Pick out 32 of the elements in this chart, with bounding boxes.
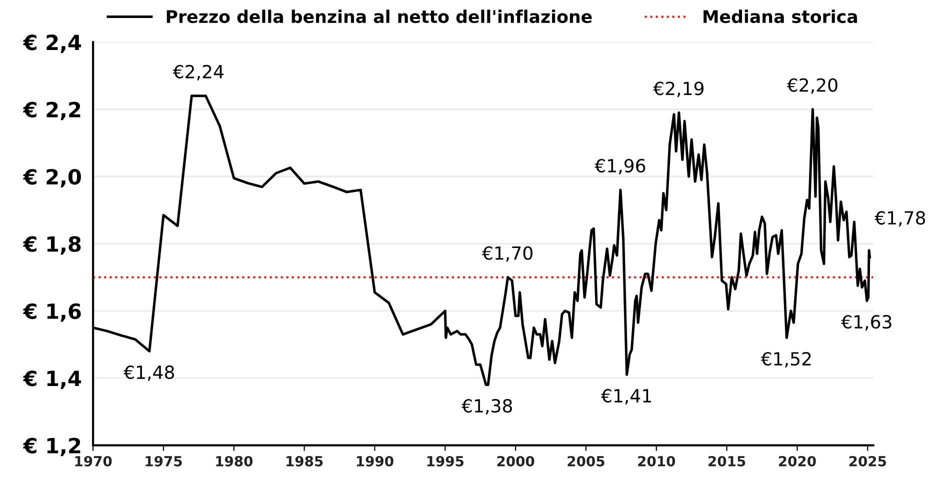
legend-label: Prezzo della benzina al netto dell'inflazione <box>166 10 592 24</box>
y-tick-label: € 1,6 <box>22 303 81 322</box>
x-tick-label: 1975 <box>146 456 182 466</box>
y-tick-label: € 2,2 <box>22 102 80 120</box>
x-tick-label: 2010 <box>638 456 676 466</box>
annotation: €2,24 <box>172 64 224 80</box>
annotation: €1,48 <box>124 365 174 381</box>
y-tick-label: € 1,2 <box>22 438 80 456</box>
x-tick-label: 2005 <box>568 456 604 466</box>
y-tick-label: € 1,4 <box>22 370 81 389</box>
y-tick-label: € 2,0 <box>22 168 81 188</box>
x-tick-label: 1995 <box>427 456 464 466</box>
x-tick-label: 2025 <box>849 456 886 466</box>
x-tick-label: 1970 <box>75 456 112 466</box>
annotation: €1,78 <box>874 211 926 227</box>
x-tick-label: 2020 <box>778 456 816 466</box>
annotation: €1,41 <box>600 388 651 404</box>
annotation: €1,38 <box>462 399 512 415</box>
y-tick-label: € 1,8 <box>22 236 81 255</box>
x-tick-label: 1985 <box>286 456 323 466</box>
annotation: €2,20 <box>786 78 838 94</box>
annotation: €1,96 <box>594 158 646 174</box>
x-tick-label: 1980 <box>216 456 253 466</box>
legend-label: Mediana storica <box>704 10 857 24</box>
x-tick-label: 2000 <box>497 456 534 466</box>
annotation: €1,63 <box>841 315 892 331</box>
x-tick-label: 1990 <box>356 456 394 466</box>
annotation: €2,19 <box>653 82 704 98</box>
y-tick-label: € 2,4 <box>22 34 81 53</box>
annotation: €1,70 <box>482 246 532 262</box>
x-tick-label: 2015 <box>708 456 746 466</box>
annotation: €1,52 <box>760 352 811 368</box>
